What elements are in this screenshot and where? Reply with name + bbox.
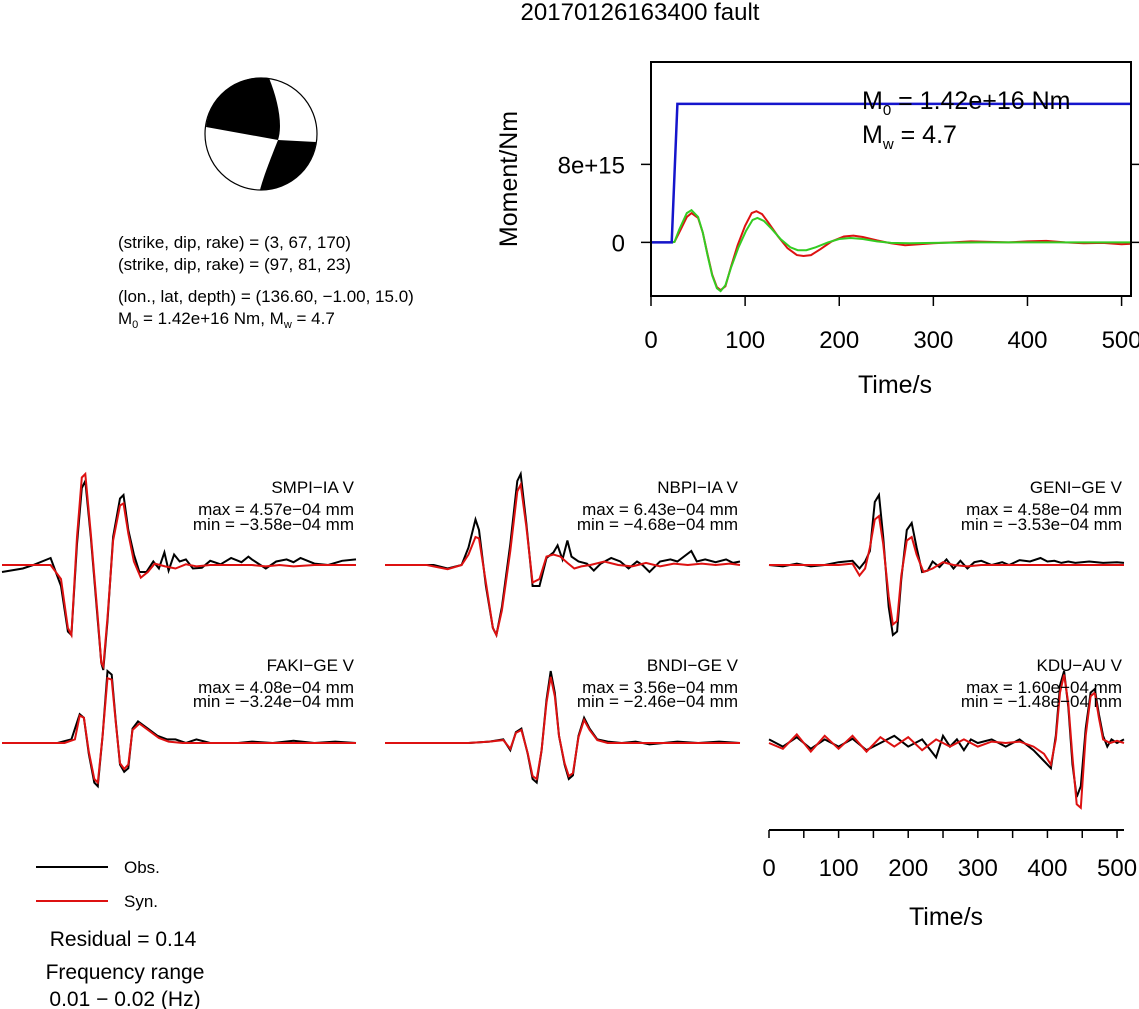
waveform-min-1: min = −4.68e−04 mm xyxy=(577,515,738,534)
moment-y-axis-label: Moment/Nm xyxy=(495,111,523,247)
waveform-syn-3 xyxy=(2,676,356,785)
waveform-max-3: max = 4.08e−04 mm xyxy=(198,678,354,697)
waveform-min-3: min = −3.24e−04 mm xyxy=(193,692,354,711)
waveform-syn-5 xyxy=(768,674,1125,810)
source-mw-sub: w xyxy=(283,319,292,331)
moment-annotation-mw-prefix: M xyxy=(862,121,883,149)
moment-annotation-m0: M0 = 1.42e+16 Nm xyxy=(862,87,1070,119)
source-mw-suffix: = 4.7 xyxy=(292,309,335,328)
waveform-max-1: max = 6.43e−04 mm xyxy=(582,500,738,519)
source-moment-suffix: = 1.42e+16 Nm, M xyxy=(138,309,284,328)
waveform-station-5: KDU−AU V xyxy=(1037,656,1123,675)
waveform-syn-4 xyxy=(385,676,740,781)
nodal-plane-2: (strike, dip, rake) = (97, 81, 23) xyxy=(118,255,351,274)
beachball-quadrant-upper xyxy=(206,77,280,140)
waveform-max-2: max = 4.58e−04 mm xyxy=(966,500,1122,519)
waveform-station-3: FAKI−GE V xyxy=(267,656,355,675)
waveform-axis-tick-label-2: 200 xyxy=(888,855,928,882)
moment-x-tick-label-3: 300 xyxy=(913,327,953,354)
moment-x-tick-label-2: 200 xyxy=(819,327,859,354)
moment-annotation-mw-sub: w xyxy=(882,136,894,153)
waveform-station-4: BNDI−GE V xyxy=(647,656,739,675)
waveform-max-4: max = 3.56e−04 mm xyxy=(582,678,738,697)
legend: Obs. Syn. xyxy=(36,858,160,911)
waveform-min-2: min = −3.53e−04 mm xyxy=(961,515,1122,534)
legend-syn-label: Syn. xyxy=(124,892,158,911)
waveform-obs-2 xyxy=(768,491,1125,637)
waveform-axis-tick-label-0: 0 xyxy=(762,855,775,882)
moment-annotation-mw-suffix: = 4.7 xyxy=(894,121,957,149)
beachball-quadrant-lower xyxy=(260,140,316,191)
moment-chart: 0 100 200 300 400 500 0 8e+15 Time/s Moment/Nm M0 … xyxy=(495,61,1139,399)
moment-x-tick-label-4: 400 xyxy=(1007,327,1047,354)
moment-series-0 xyxy=(651,102,1131,244)
moment-annotation-m0-sub: 0 xyxy=(883,102,891,119)
frequency-title: Frequency range xyxy=(46,961,205,984)
moment-annotation-mw: Mw = 4.7 xyxy=(862,121,957,153)
waveform-axis-tick-label-4: 400 xyxy=(1027,855,1067,882)
moment-x-tick-label-5: 500 xyxy=(1102,327,1139,354)
moment-annotation-m0-prefix: M xyxy=(862,87,883,115)
waveform-obs-1 xyxy=(385,470,741,639)
waveform-station-2: GENI−GE V xyxy=(1030,478,1123,497)
waveform-axis-tick-label-5: 500 xyxy=(1097,855,1137,882)
source-location: (lon., lat, depth) = (136.60, −1.00, 15.… xyxy=(118,287,414,306)
waveform-min-4: min = −2.46e−04 mm xyxy=(577,692,738,711)
moment-series-1 xyxy=(651,210,1132,292)
waveform-time-axis: 0 100 200 300 400 500 Time/s xyxy=(762,829,1137,931)
waveform-station-1: NBPI−IA V xyxy=(657,478,738,497)
figure-title: 20170126163400 fault xyxy=(521,0,760,26)
waveform-syn-1 xyxy=(385,481,741,638)
waveform-syn-0 xyxy=(2,471,356,670)
waveform-max-5: max = 1.60e−04 mm xyxy=(966,678,1122,697)
beachball xyxy=(204,77,318,191)
moment-y-tick-label-0: 0 xyxy=(612,230,625,257)
waveform-axis-tick-label-1: 100 xyxy=(819,855,859,882)
moment-x-axis-label: Time/s xyxy=(858,371,932,399)
source-moment-sub: 0 xyxy=(132,319,138,331)
frequency-value: 0.01 − 0.02 (Hz) xyxy=(49,988,200,1009)
nodal-plane-1: (strike, dip, rake) = (3, 67, 170) xyxy=(118,233,351,252)
source-moment-prefix: M xyxy=(118,309,132,328)
waveform-syn-2 xyxy=(769,514,1124,627)
moment-plot-frame xyxy=(650,61,1132,297)
waveform-axis-tick-label-3: 300 xyxy=(958,855,998,882)
legend-obs-label: Obs. xyxy=(124,858,160,877)
waveform-axis-label: Time/s xyxy=(909,903,983,931)
moment-y-tick-label-1: 8e+15 xyxy=(558,152,625,179)
waveform-max-0: max = 4.57e−04 mm xyxy=(198,500,354,519)
moment-x-tick-label-0: 0 xyxy=(644,327,657,354)
waveform-station-0: SMPI−IA V xyxy=(271,478,354,497)
waveform-min-5: min = −1.48e−04 mm xyxy=(961,692,1122,711)
moment-series-2 xyxy=(651,208,1131,293)
waveform-min-0: min = −3.58e−04 mm xyxy=(193,515,354,534)
moment-annotation-m0-suffix: = 1.42e+16 Nm xyxy=(891,87,1070,115)
residual: Residual = 0.14 xyxy=(50,928,197,951)
moment-x-tick-label-1: 100 xyxy=(725,327,765,354)
source-moment: M0 = 1.42e+16 Nm, Mw = 4.7 xyxy=(118,309,335,331)
